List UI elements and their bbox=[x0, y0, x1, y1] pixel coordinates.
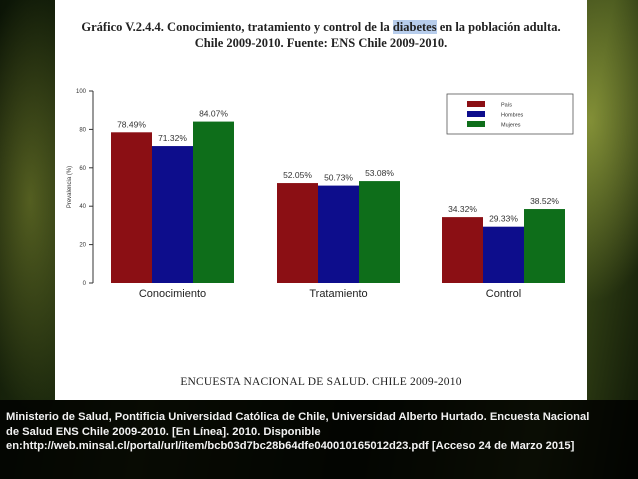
legend-label: Mujeres bbox=[501, 123, 521, 129]
legend-swatch bbox=[467, 121, 485, 127]
y-tick-label: 80 bbox=[79, 127, 86, 133]
bar-control-pais bbox=[442, 217, 483, 283]
citation-text: Ministerio de Salud, Pontificia Universi… bbox=[6, 411, 590, 452]
bar-conocimiento-pais bbox=[111, 132, 152, 283]
title-line1-b: en la población adulta. bbox=[436, 20, 561, 34]
data-label: 38.52% bbox=[530, 196, 559, 206]
chart-panel: Gráfico V.2.4.4. Conocimiento, tratamien… bbox=[55, 0, 587, 400]
bar-tratamiento-hombres bbox=[318, 185, 359, 283]
x-category-label: Conocimiento bbox=[139, 288, 206, 300]
y-tick-label: 20 bbox=[79, 243, 86, 249]
citation-caption: Ministerio de Salud, Pontificia Universi… bbox=[0, 400, 638, 479]
data-label: 84.07% bbox=[199, 109, 228, 119]
y-tick-label: 0 bbox=[83, 281, 87, 287]
x-category-label: Control bbox=[486, 288, 521, 300]
bar-control-mujeres bbox=[524, 209, 565, 283]
data-label: 53.08% bbox=[365, 168, 394, 178]
data-label: 52.05% bbox=[283, 170, 312, 180]
bar-chart: 0 20 40 60 80 100 Prevalencia (%) 78.49% 71.32% 8… bbox=[67, 89, 574, 300]
y-tick-label: 100 bbox=[76, 89, 87, 95]
chart-footer: ENCUESTA NACIONAL DE SALUD. CHILE 2009-2… bbox=[180, 376, 462, 388]
y-axis-label: Prevalencia (%) bbox=[67, 166, 73, 208]
legend-swatch bbox=[467, 101, 485, 107]
data-label: 34.32% bbox=[448, 204, 477, 214]
bar-control-hombres bbox=[483, 226, 524, 283]
data-label: 78.49% bbox=[117, 119, 146, 129]
x-category-label: Tratamiento bbox=[309, 288, 367, 300]
bar-conocimiento-hombres bbox=[152, 146, 193, 283]
bar-conocimiento-mujeres bbox=[193, 121, 234, 283]
data-label: 50.73% bbox=[324, 173, 353, 183]
y-tick-label: 60 bbox=[79, 166, 86, 172]
chart-title: Gráfico V.2.4.4. Conocimiento, tratamien… bbox=[55, 19, 587, 51]
y-tick-label: 40 bbox=[79, 204, 86, 210]
bar-tratamiento-pais bbox=[277, 183, 318, 283]
data-label: 29.33% bbox=[489, 214, 518, 224]
legend-label: Hombres bbox=[501, 113, 524, 119]
data-label: 71.32% bbox=[158, 133, 187, 143]
legend-label: País bbox=[501, 103, 512, 109]
legend-swatch bbox=[467, 111, 485, 117]
title-line1-a: Gráfico V.2.4.4. Conocimiento, tratamien… bbox=[81, 20, 393, 34]
title-line2: Chile 2009-2010. Fuente: ENS Chile 2009-… bbox=[194, 36, 448, 50]
title-highlight: diabetes bbox=[392, 20, 437, 34]
bar-tratamiento-mujeres bbox=[359, 181, 400, 283]
